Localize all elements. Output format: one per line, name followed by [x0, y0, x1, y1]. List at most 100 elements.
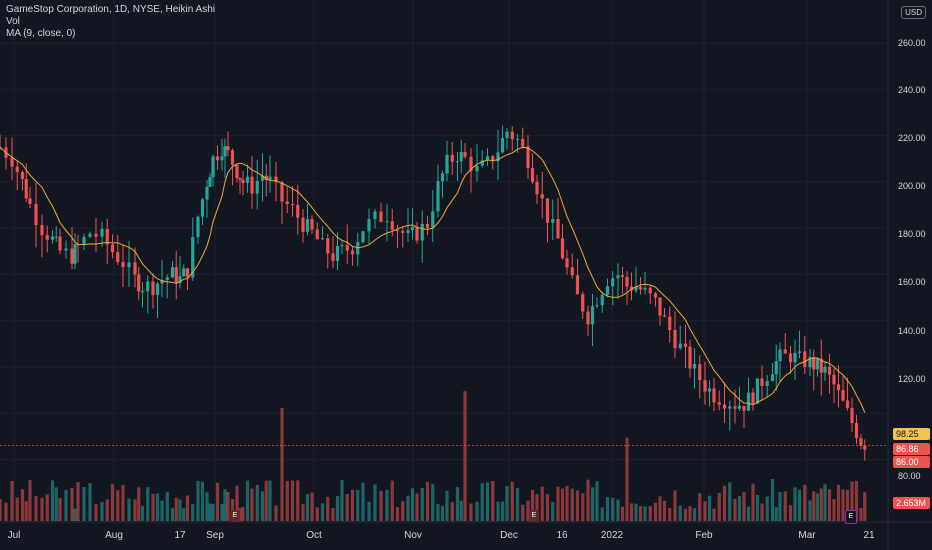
- time-tick: 2022: [600, 530, 624, 541]
- candle-down: [280, 182, 284, 202]
- volume-bar: [320, 503, 325, 521]
- volume-bar: [717, 492, 721, 521]
- volume-bar: [469, 503, 473, 521]
- candle-up: [245, 176, 250, 184]
- candle-up: [73, 244, 77, 264]
- candle-down: [733, 406, 737, 409]
- volume-indicator-label[interactable]: Vol: [6, 16, 20, 27]
- time-tick: Aug: [105, 530, 123, 541]
- candle-down: [28, 198, 32, 204]
- candle-down: [310, 219, 314, 230]
- volume-bar: [565, 485, 569, 521]
- volume-bar: [634, 503, 638, 521]
- candle-down: [854, 423, 859, 439]
- time-tick: Mar: [798, 530, 816, 541]
- earnings-marker-upcoming[interactable]: E: [845, 510, 857, 524]
- volume-bar: [485, 482, 490, 521]
- volume-bar: [373, 484, 377, 521]
- candle-up: [605, 286, 610, 295]
- volume-bar: [58, 498, 62, 521]
- candle-down: [653, 293, 658, 298]
- currency-badge[interactable]: USD: [901, 6, 926, 19]
- ma-indicator-label[interactable]: MA (9, close, 0): [6, 28, 76, 39]
- candle-up: [746, 392, 751, 411]
- candle-down: [638, 286, 643, 290]
- candle-down: [859, 438, 863, 446]
- volume-bar: [770, 479, 775, 521]
- candle-up: [82, 236, 86, 245]
- volume-bar: [629, 503, 634, 521]
- candle-up: [208, 177, 212, 187]
- time-tick: 16: [556, 530, 568, 541]
- candle-down: [742, 405, 746, 411]
- volume-bar: [211, 503, 215, 521]
- candle-up: [155, 283, 160, 296]
- volume-bar: [146, 487, 150, 521]
- candle-down: [469, 156, 473, 172]
- candle-down: [230, 150, 235, 165]
- candle-down: [827, 366, 832, 375]
- earnings-marker[interactable]: E: [529, 510, 539, 522]
- volume-bar: [268, 480, 272, 521]
- earnings-marker[interactable]: E: [230, 510, 240, 522]
- price-tick: 140.00: [898, 326, 926, 336]
- candle-up: [54, 236, 58, 238]
- volume-bar: [20, 489, 25, 521]
- candle-up: [500, 138, 505, 153]
- volume-bar: [205, 492, 209, 521]
- candle-down: [20, 172, 25, 180]
- volume-bar: [296, 480, 300, 521]
- moving-average-line: [0, 146, 866, 413]
- candle-up: [88, 233, 92, 237]
- volume-bar: [345, 494, 349, 521]
- candle-up: [127, 262, 131, 268]
- volume-bar: [450, 502, 454, 521]
- candle-down: [425, 224, 430, 228]
- candle-down: [70, 248, 74, 264]
- volume-bar: [728, 482, 732, 521]
- candle-down: [40, 224, 44, 236]
- volume-bar: [133, 499, 137, 521]
- volume-bar: [600, 507, 604, 521]
- candle-down: [662, 315, 667, 317]
- candle-down: [285, 201, 289, 205]
- candle-down: [250, 176, 254, 194]
- ma-price-tag: 98.25: [893, 428, 930, 440]
- candle-down: [241, 179, 245, 184]
- price-tick: 200.00: [898, 181, 926, 191]
- volume-bar: [255, 484, 259, 521]
- candle-up: [778, 349, 782, 362]
- volume-bar: [331, 508, 335, 521]
- candle-down: [350, 250, 355, 255]
- candle-down: [315, 229, 319, 240]
- volume-bar: [521, 504, 525, 521]
- volume-bar: [54, 487, 58, 521]
- candle-up: [140, 291, 145, 293]
- time-tick: 21: [863, 530, 875, 541]
- candle-down: [296, 205, 300, 218]
- volume-bar: [260, 491, 265, 521]
- volume-bar: [859, 508, 863, 521]
- candle-up: [367, 219, 371, 232]
- volume-bar: [692, 508, 697, 521]
- volume-bar: [515, 488, 520, 521]
- candle-down: [116, 252, 120, 262]
- volume-bar: [415, 493, 419, 521]
- volume-bar: [285, 481, 289, 521]
- volume-bar: [783, 491, 787, 521]
- volume-bar: [491, 480, 495, 521]
- time-tick: 17: [174, 530, 186, 541]
- candle-down: [812, 356, 816, 370]
- volume-bar: [50, 480, 55, 521]
- volume-bar: [15, 497, 19, 521]
- volume-bar: [793, 487, 797, 521]
- candle-up: [440, 173, 445, 182]
- volume-bar: [310, 492, 314, 521]
- candle-down: [326, 238, 330, 254]
- candle-down: [845, 400, 850, 408]
- candle-up: [182, 268, 186, 277]
- volume-bar: [431, 484, 435, 521]
- volume-bar: [10, 480, 14, 521]
- volume-bar: [410, 488, 415, 521]
